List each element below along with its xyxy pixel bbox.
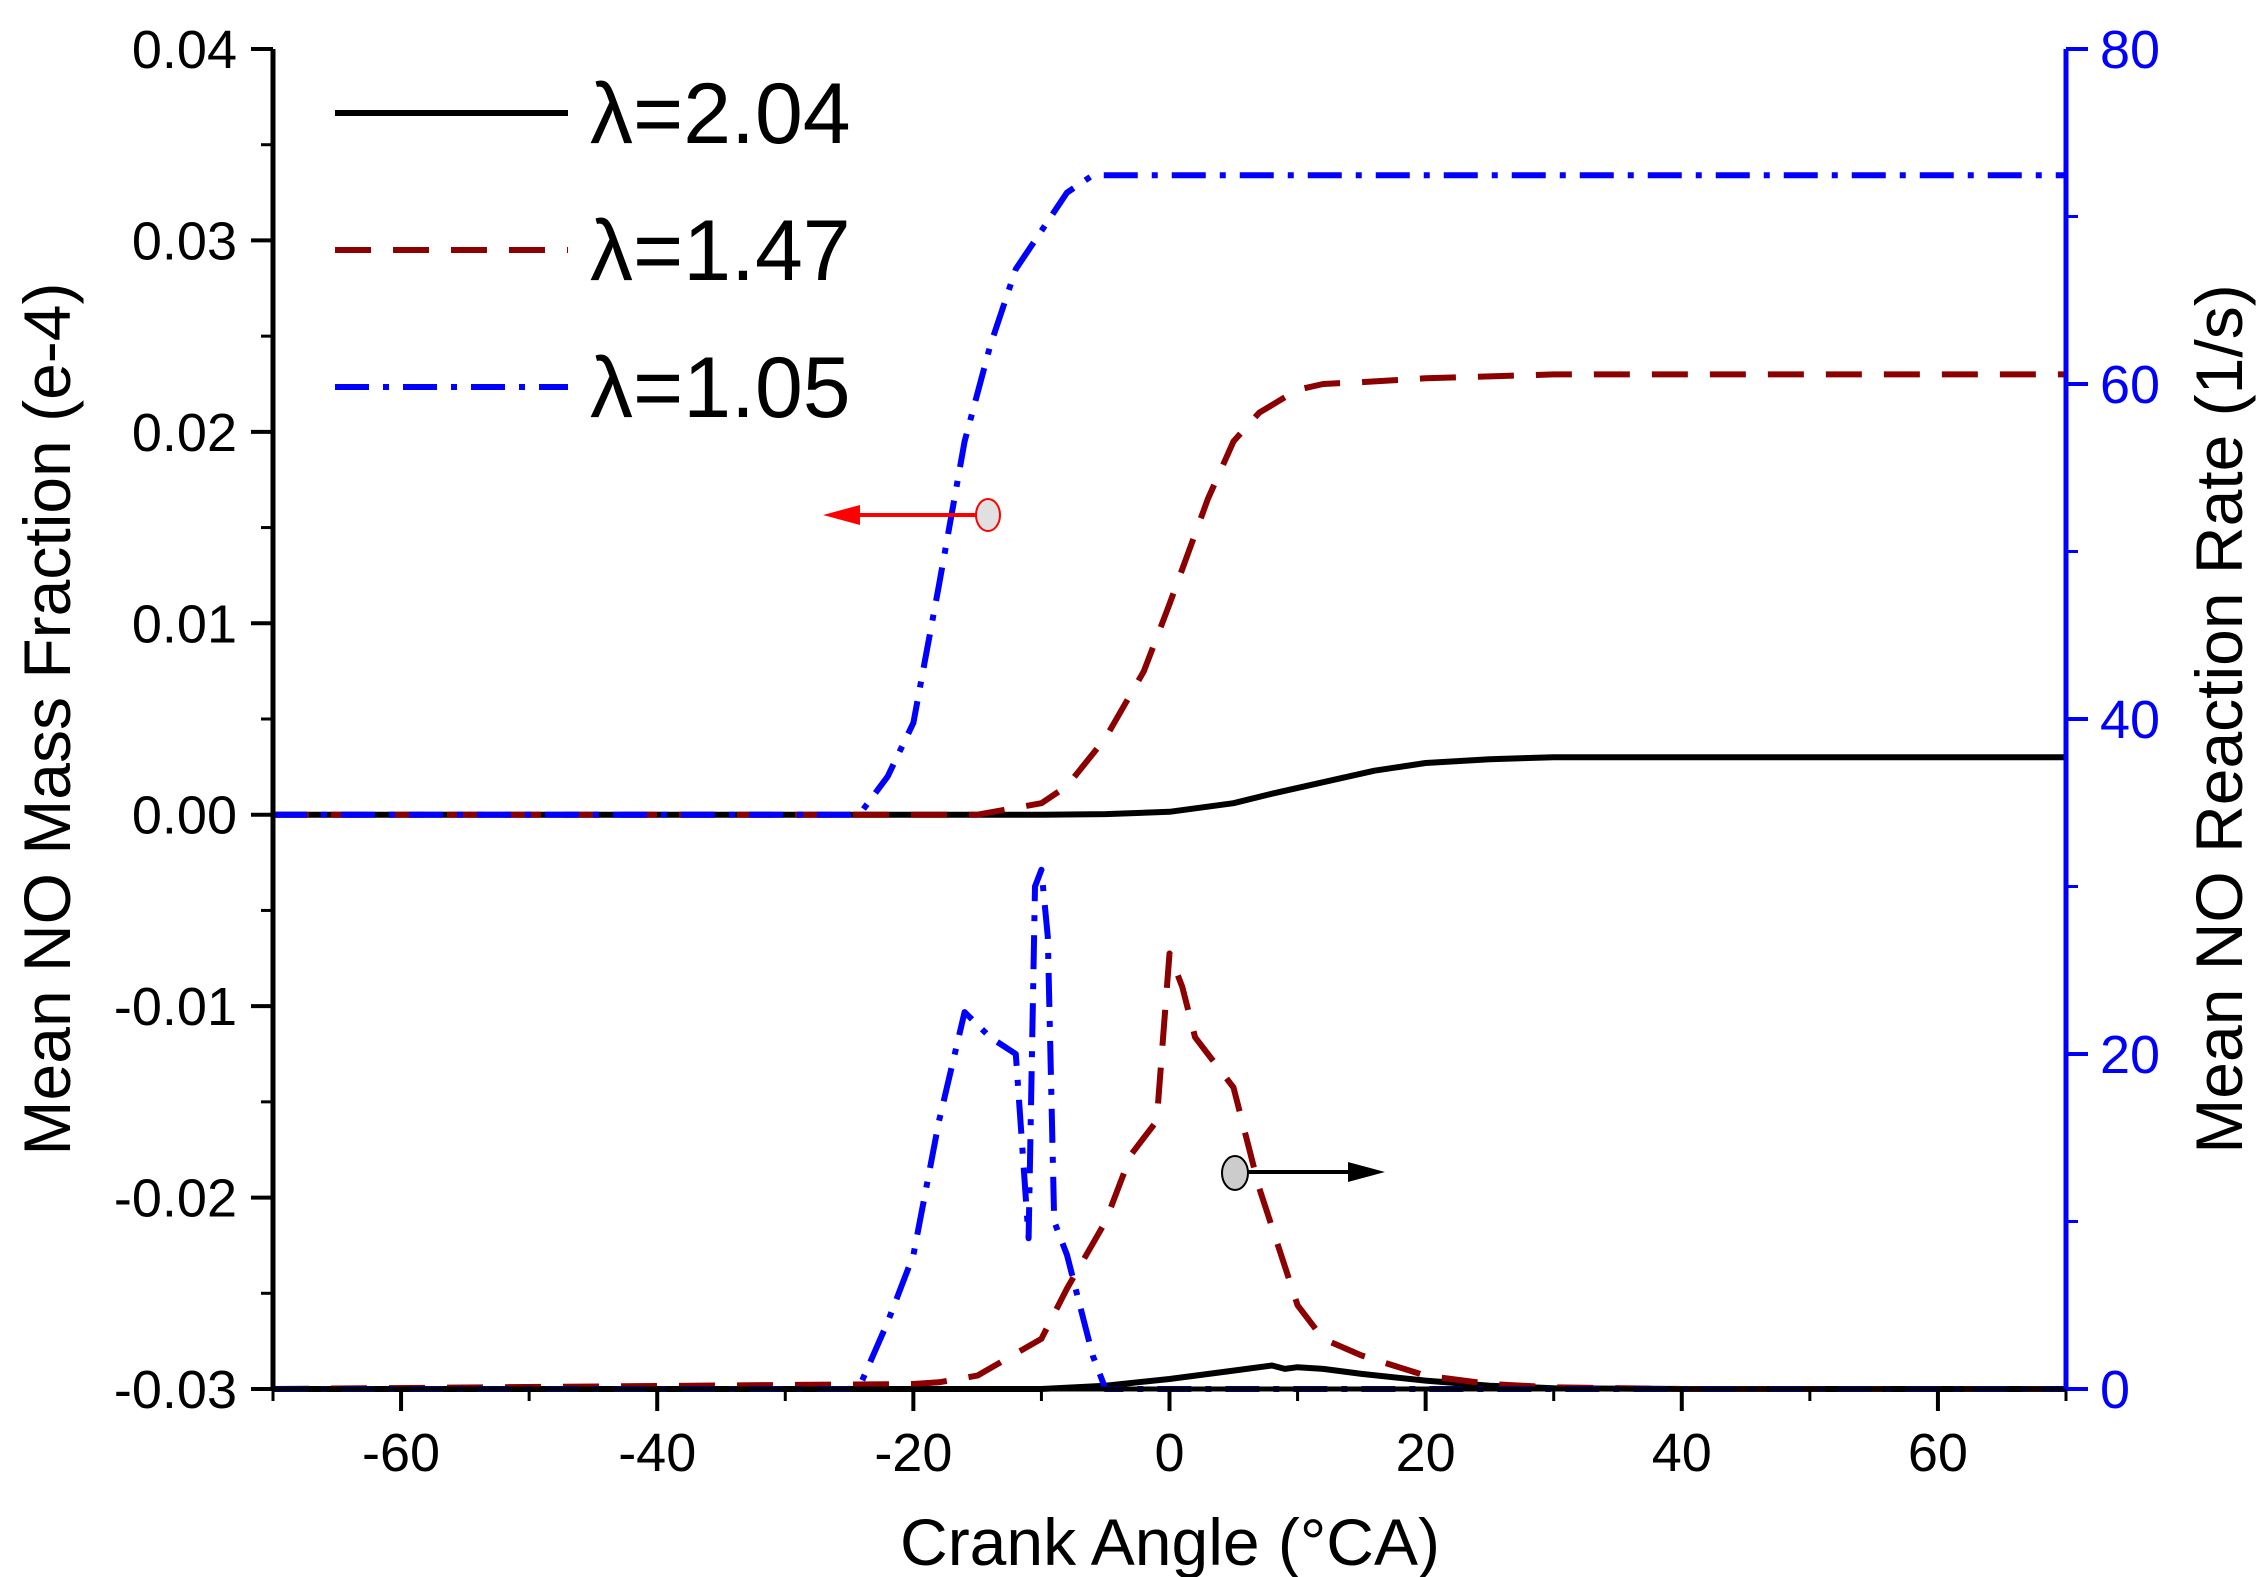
y-axis-right-title: Mean NO Reaction Rate (1/s): [2182, 284, 2256, 1153]
y-right-tick-label: 20: [2100, 1025, 2160, 1085]
series-line-lambda_1_47-mass_fraction: [273, 371, 2066, 818]
y-left-tick-label: 0.04: [132, 20, 237, 80]
series-line-lambda_1_05-mass_fraction: [273, 172, 2066, 818]
x-tick-label: 60: [1908, 1423, 1968, 1483]
y-left-tick-label: 0.00: [132, 786, 237, 846]
y-left-tick-label: 0.02: [132, 403, 237, 463]
y-right-tick-label: 0: [2100, 1360, 2130, 1420]
series-line-lambda_1_05-reaction_rate: [273, 866, 2066, 1392]
right-axis-arrow: [1221, 1155, 1385, 1191]
left-axis-arrow: [823, 498, 1001, 532]
series-line-lambda_2_04-mass_fraction: [273, 754, 2066, 818]
y-axis-left-title: Mean NO Mass Fraction (e-4): [10, 283, 84, 1156]
x-tick-label: 20: [1396, 1423, 1456, 1483]
series-line-lambda_2_04-reaction_rate: [273, 1362, 2066, 1392]
y-right-tick-label: 60: [2100, 355, 2160, 415]
right-arrow-head: [1348, 1162, 1385, 1182]
x-ticks: -60 -40 -20 0 20 40 60: [271, 1389, 2068, 1483]
y-right-tick-label: 80: [2100, 20, 2160, 80]
y-left-tick-label: -0.03: [114, 1360, 237, 1420]
annotations: [823, 498, 1385, 1191]
y-right-tick-label: 40: [2100, 690, 2160, 750]
x-axis-title: Crank Angle (°CA): [900, 1505, 1440, 1577]
legend-label-lambda_1_47: λ=1.47: [590, 203, 851, 299]
plot-lines: [272, 172, 2066, 1392]
left-arrow-head: [823, 505, 860, 525]
right-arrow-marker: [1221, 1155, 1249, 1191]
x-tick-label: -60: [362, 1423, 440, 1483]
y-left-tick-label: -0.01: [114, 977, 237, 1037]
y-left-tick-label: 0.03: [132, 211, 237, 271]
y-left-tick-label: -0.02: [114, 1169, 237, 1229]
x-tick-label: 40: [1652, 1423, 1712, 1483]
x-tick-label: 0: [1154, 1423, 1184, 1483]
left-arrow-marker: [975, 498, 1001, 532]
y-right-ticks: 80 60 40 20 0: [2066, 20, 2160, 1420]
legend-label-lambda_2_04: λ=2.04: [590, 66, 851, 162]
legend-label-lambda_1_05: λ=1.05: [590, 340, 851, 436]
legend: λ=2.04 λ=1.47 λ=1.05: [335, 66, 851, 436]
x-tick-label: -40: [618, 1423, 696, 1483]
y-left-ticks: 0.04 0.03 0.02 0.01 0.00 -0.01 -0.02 -0.03: [114, 20, 273, 1420]
series-line-lambda_1_47-reaction_rate: [272, 950, 2066, 1392]
x-tick-label: -20: [874, 1423, 952, 1483]
y-left-tick-label: 0.01: [132, 594, 237, 654]
